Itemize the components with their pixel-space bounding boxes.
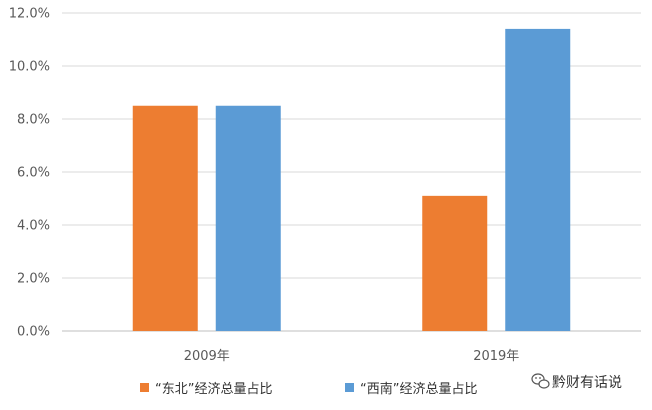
y-axis-tick-labels: 0.0% 2.0% 4.0% 6.0% 8.0% 10.0% 12.0% [9,7,50,340]
legend-swatch [140,383,149,392]
y-tick-label: 10.0% [9,60,50,75]
watermark: 黔财有话说 [531,373,622,391]
legend-label: “西南”经济总量占比 [360,381,477,397]
wechat-icon [531,373,550,389]
x-axis-tick-labels: 2009年 2019年 [184,349,520,364]
y-tick-label: 4.0% [17,219,50,234]
bar-xinan-0 [215,105,281,331]
y-tick-label: 8.0% [17,113,50,128]
bar-dongbei-0 [132,105,198,331]
x-tick-label: 2009年 [184,349,230,364]
y-tick-label: 6.0% [17,166,50,181]
y-tick-label: 2.0% [17,272,50,287]
legend: “东北”经济总量占比 “西南”经济总量占比 [140,381,477,397]
x-tick-label: 2019年 [473,349,519,364]
bar-xinan-1 [505,28,571,332]
legend-label: “东北”经济总量占比 [155,382,272,397]
y-tick-label: 0.0% [17,325,50,340]
bar-dongbei-1 [422,195,488,331]
y-tick-label: 12.0% [9,7,50,22]
watermark-text: 黔财有话说 [552,375,622,391]
bars [132,28,571,332]
legend-swatch [345,383,354,392]
